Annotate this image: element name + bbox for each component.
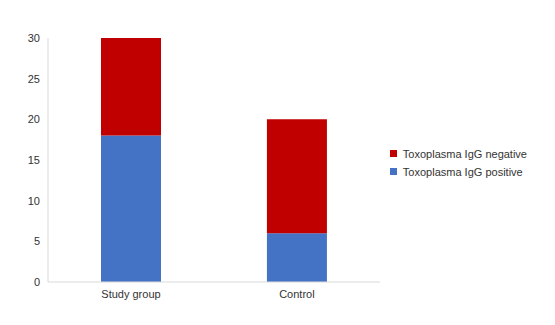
svg-text:15: 15 [28,154,40,166]
svg-text:5: 5 [34,235,40,247]
svg-text:20: 20 [28,113,40,125]
svg-text:Control: Control [279,288,314,300]
html-text:Toxoplasma IgG positive: Toxoplasma IgG positive [402,165,523,178]
svg-text:30: 30 [28,32,40,44]
svg-text:Study group: Study group [101,288,160,300]
svg-text:10: 10 [28,195,40,207]
html-text:Toxoplasma IgG negative: Toxoplasma IgG negative [402,147,527,160]
svg-text:0: 0 [34,276,40,288]
svg-text:25: 25 [28,73,40,85]
